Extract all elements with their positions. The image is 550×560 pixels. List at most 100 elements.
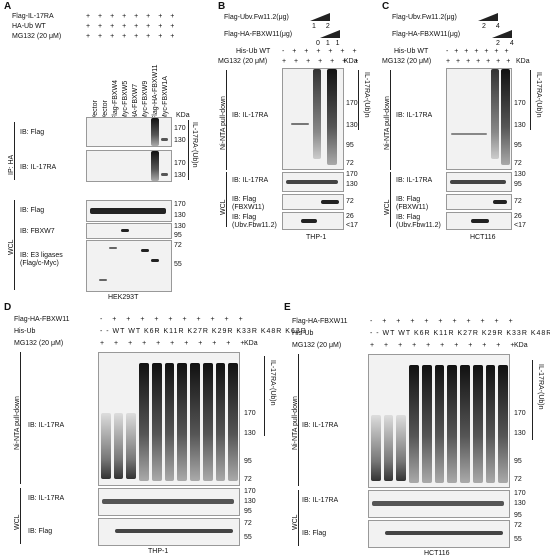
blot-label: IB: Flag (Ubv.Fbw11.2) <box>232 214 277 229</box>
lane-smear <box>447 365 458 483</box>
kda-mark: 130 <box>174 172 186 179</box>
kda-mark: <17 <box>346 222 358 229</box>
cell-line-label: HCT116 <box>424 550 450 557</box>
blot-label: IB: IL-17RA <box>302 497 339 504</box>
blot-label: IB: Flag (Ubv.Fbw11.2) <box>396 214 441 229</box>
kda-mark: 95 <box>514 181 522 188</box>
lane-smear <box>164 363 175 481</box>
kda-mark: 26 <box>514 213 522 220</box>
kda-mark: 130 <box>514 171 526 178</box>
blot-image <box>446 212 512 230</box>
blot-image <box>282 194 344 210</box>
ub-label: IL-17RA-(Ub)n <box>269 360 276 406</box>
kda-mark: 95 <box>346 142 354 149</box>
cell-line-label: HCT116 <box>470 234 496 241</box>
kda-mark: 95 <box>514 458 522 465</box>
kda-mark: 55 <box>244 534 252 541</box>
kda-mark: 72 <box>244 476 252 483</box>
cell-line-label: THP-1 <box>148 548 169 555</box>
panel-letter: E <box>284 302 291 313</box>
lane-smear <box>498 365 508 483</box>
row-label: MG132 (20 μM) <box>12 33 62 40</box>
blot-image <box>282 172 344 192</box>
kda-mark: 130 <box>346 122 358 129</box>
kda-mark: 72 <box>514 198 522 205</box>
blot-label: IB: IL-17RA <box>28 422 65 429</box>
kda-mark: 72 <box>244 520 252 527</box>
ub-label: IL-17RA-(Ub)n <box>537 364 544 410</box>
row-marks: 1 2 <box>312 23 334 30</box>
kda-mark: 170 <box>244 410 256 417</box>
kda-mark: 170 <box>174 125 186 132</box>
blot-label: IB: IL-17RA <box>396 177 433 184</box>
lane-smear <box>396 415 407 481</box>
kda-mark: 72 <box>174 242 182 249</box>
kda-mark: 170 <box>346 171 358 178</box>
lane-smear <box>177 363 188 481</box>
blot-image <box>98 488 240 516</box>
kda-mark: 95 <box>514 142 522 149</box>
row-marks: - - WT WT K6R K11R K27R K29R K33R K48R K… <box>370 330 550 337</box>
kda-mark: 55 <box>174 261 182 268</box>
blot-label: IB: IL-17RA <box>232 177 269 184</box>
blot-image <box>368 490 510 518</box>
kda-mark: 170 <box>514 410 526 417</box>
kda-mark: 130 <box>174 137 186 144</box>
lane-label: Flag-FBXW4 <box>112 79 119 120</box>
row-marks: + + + + + + + <box>282 58 362 65</box>
row-marks: + + + + + + + <box>446 58 513 65</box>
row-label: Flag-Ubv.Fw11.2(μg) <box>392 14 457 21</box>
kda-label: KDa <box>176 112 190 119</box>
kda-mark: <17 <box>514 222 526 229</box>
lane-smear <box>151 363 162 481</box>
row-label: His-Ub <box>14 328 36 335</box>
row-label: His-Ub <box>292 330 314 337</box>
blot-image <box>98 518 240 546</box>
lane-smear <box>460 365 470 483</box>
kda-mark: 170 <box>174 160 186 167</box>
blot-label: IB: FBXW7 <box>20 228 55 235</box>
ub-label: IL-17RA-(Ub)n <box>363 72 370 118</box>
blot-label: IB: IL-17RA <box>28 495 65 502</box>
lane-smear <box>421 365 432 483</box>
kda-label: KDa <box>344 58 358 65</box>
blot-image <box>282 212 344 230</box>
blot-label: IB: Flag <box>302 530 327 537</box>
kda-mark: 72 <box>514 522 522 529</box>
blot-image <box>446 68 512 170</box>
row-marks: 2 4 <box>482 23 504 30</box>
blot-label: IB: Flag (FBXW11) <box>232 196 265 211</box>
kda-mark: 72 <box>346 160 354 167</box>
kda-mark: 95 <box>174 232 182 239</box>
row-marks: 2 4 <box>496 40 518 47</box>
lane-smear <box>485 365 496 483</box>
blot-image <box>86 150 172 182</box>
row-marks: 0 1 1 <box>316 40 342 47</box>
blot-label: IB: IL-17RA <box>232 112 269 119</box>
kda-label: KDa <box>516 58 530 65</box>
panel-letter: B <box>218 1 226 12</box>
lane-smear <box>113 413 124 479</box>
kda-mark: 130 <box>514 500 526 507</box>
row-marks: + + + + + + + + + + + <box>100 340 249 347</box>
kda-mark: 72 <box>514 476 522 483</box>
ub-label: IL-17RA-(Ub)n <box>191 122 198 168</box>
cell-line-label: HEK293T <box>108 294 139 301</box>
blot-label: IB: E3 ligases (Flag/c-Myc) <box>20 252 63 267</box>
lane-label: Myc-FBXW1A <box>162 76 169 120</box>
ub-label: IL-17RA-(Ub)n <box>535 72 542 118</box>
row-marks: - + + + + + + + + + + <box>370 318 517 325</box>
kda-mark: 26 <box>346 213 354 220</box>
lane-smear <box>139 363 149 481</box>
kda-mark: 72 <box>514 160 522 167</box>
lane-label: Myc-FBXW9 <box>142 80 149 120</box>
row-label: MG132 (20 μM) <box>14 340 64 347</box>
row-marks: + + + + + + + + <box>86 23 178 30</box>
row-label: His-Ub WT <box>394 48 429 55</box>
blot-label: IB: IL-17RA <box>396 112 433 119</box>
kda-mark: 170 <box>346 100 358 107</box>
lane-label: HA-FBXW7 <box>132 83 139 120</box>
panel-letter: A <box>4 1 12 12</box>
blot-label: IB: IL-17RA <box>20 164 57 171</box>
lane-smear <box>409 365 419 483</box>
